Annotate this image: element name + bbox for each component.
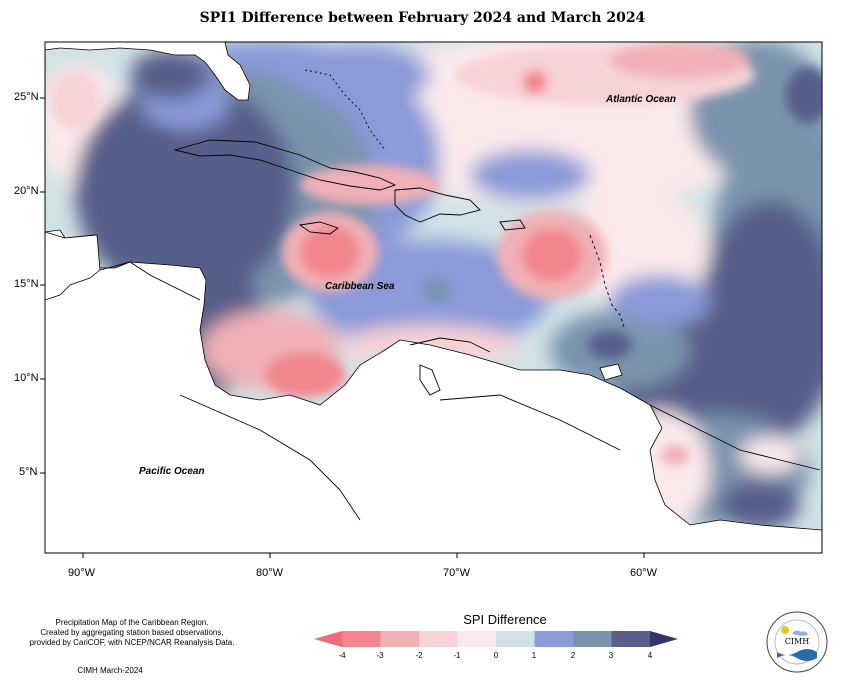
colorbar-bin <box>534 631 573 647</box>
colorbar-tick-label: 0 <box>493 651 499 660</box>
cimh-logo-graphic <box>766 611 828 673</box>
credit-line-3: provided by CariCOF, with NCEP/NCAR Rean… <box>29 638 235 647</box>
credit-footer: CIMH March-2024 <box>77 666 143 675</box>
colorbar-tick-label: -1 <box>453 651 461 660</box>
colorbar-tick-label: -3 <box>376 651 384 660</box>
colorbar-bin <box>496 631 535 647</box>
lat-label: 15°N <box>14 278 39 290</box>
colorbar-bin <box>419 631 458 647</box>
credit-line-1: Precipitation Map of the Caribbean Regio… <box>55 618 209 627</box>
colorbar-tick-label: 1 <box>531 651 537 660</box>
colorbar-bin <box>611 631 650 647</box>
spi-field <box>45 42 822 553</box>
pacific-ocean-label: Pacific Ocean <box>139 466 205 477</box>
legend-title: SPI Difference <box>463 612 547 627</box>
colorbar-arrow-high <box>650 631 678 647</box>
atlantic-ocean-label: Atlantic Ocean <box>606 94 677 105</box>
lon-label: 90°W <box>68 567 96 579</box>
land <box>45 42 822 553</box>
cimh-logo-text: CIMH <box>784 637 810 646</box>
credit-line-2: Created by aggregating station based obs… <box>40 628 224 637</box>
lat-label: 5°N <box>19 466 38 478</box>
lat-label: 10°N <box>14 372 39 384</box>
colorbar-tick-label: 4 <box>647 651 653 660</box>
colorbar-bin <box>457 631 496 647</box>
colorbar <box>314 631 678 647</box>
caribbean-sea-label: Caribbean Sea <box>325 281 395 292</box>
map-title: SPI1 Difference between February 2024 an… <box>199 10 646 26</box>
colorbar-bin <box>380 631 419 647</box>
colorbar-bin <box>573 631 612 647</box>
colorbar-bin <box>342 631 381 647</box>
colorbar-tick-label: -2 <box>415 651 423 660</box>
lon-label: 60°W <box>630 567 658 579</box>
colorbar-tick-label: 2 <box>570 651 576 660</box>
island-outlines <box>99 69 821 521</box>
colorbar-arrow-low <box>314 631 342 647</box>
lon-label: 80°W <box>256 567 284 579</box>
colorbar-tick-label: -4 <box>338 651 346 660</box>
lat-label: 25°N <box>14 91 39 103</box>
map-frame <box>44 41 823 554</box>
axis-ticks <box>40 97 645 558</box>
colorbar-tick-label: 3 <box>608 651 614 660</box>
lon-label: 70°W <box>443 567 471 579</box>
lat-label: 20°N <box>14 185 39 197</box>
